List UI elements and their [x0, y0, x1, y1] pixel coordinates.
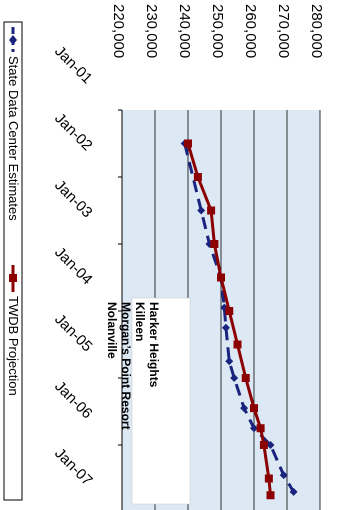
- y-tick-label: 280,000: [308, 4, 325, 58]
- legend-box: [3, 21, 23, 501]
- series-layer: [180, 139, 298, 500]
- data-point: [193, 173, 202, 181]
- data-point: [197, 206, 206, 215]
- legend-item-twdb: TWDB Projection: [6, 265, 21, 396]
- x-axis-tick-labels: Jan-01 Jan-02 Jan-03 Jan-04 Jan-05 Jan-06 Jan-…: [51, 43, 95, 489]
- data-point: [266, 441, 275, 449]
- y-tick-label: 270,000: [275, 4, 292, 58]
- y-tick-label: 260,000: [242, 4, 259, 58]
- data-point: [210, 240, 219, 248]
- legend-marker-twdb: [9, 274, 17, 282]
- legend: State Data Center Estimates TWDB Project…: [3, 21, 23, 501]
- annotation-box: Harker Heights Killeen Morgan’s Point Re…: [105, 297, 191, 505]
- data-point: [250, 404, 258, 413]
- y-tick-label: 230,000: [143, 4, 160, 58]
- data-point: [221, 323, 230, 332]
- x-tick-label: Jan-05: [51, 311, 95, 355]
- data-point: [225, 307, 234, 315]
- data-point: [289, 487, 298, 496]
- data-point: [264, 474, 273, 483]
- annotation-box-bg: [131, 297, 191, 505]
- annotation-line-2: Killeen: [133, 302, 147, 341]
- data-point: [207, 206, 216, 215]
- data-point: [266, 491, 275, 500]
- y-tick-label: 220,000: [110, 4, 127, 58]
- x-tick-label: Jan-06: [51, 378, 95, 422]
- data-point: [256, 424, 265, 433]
- data-point: [250, 424, 258, 433]
- data-point: [225, 357, 234, 366]
- data-point: [279, 471, 288, 480]
- data-point: [230, 374, 239, 382]
- annotation-line-4: Nolanville: [105, 302, 119, 359]
- y-tick-label: 250,000: [209, 4, 226, 58]
- y-axis-tick-labels: 220,000 230,000 240,000 250,000 260,000 270,0…: [110, 4, 325, 58]
- x-tick-label: Jan-02: [51, 110, 95, 154]
- data-point: [240, 404, 249, 413]
- y-tick-label: 240,000: [176, 4, 193, 58]
- data-point: [184, 139, 192, 148]
- data-point: [241, 374, 250, 382]
- x-tick-label: Jan-01: [51, 43, 95, 87]
- legend-label-twdb: TWDB Projection: [6, 296, 21, 396]
- x-tick-label: Jan-07: [51, 445, 95, 489]
- data-point: [259, 441, 268, 449]
- legend-marker-sdc: [9, 35, 17, 45]
- data-point: [233, 340, 242, 349]
- x-tick-label: Jan-04: [51, 244, 95, 288]
- legend-label-sdc: State Data Center Estimates: [6, 56, 21, 221]
- annotation-line-3: Morgan’s Point Resort: [119, 302, 133, 430]
- data-point: [217, 273, 225, 282]
- x-tick-label: Jan-03: [51, 177, 95, 221]
- annotation-line-1: Harker Heights: [147, 302, 161, 388]
- legend-item-sdc: State Data Center Estimates: [6, 27, 21, 221]
